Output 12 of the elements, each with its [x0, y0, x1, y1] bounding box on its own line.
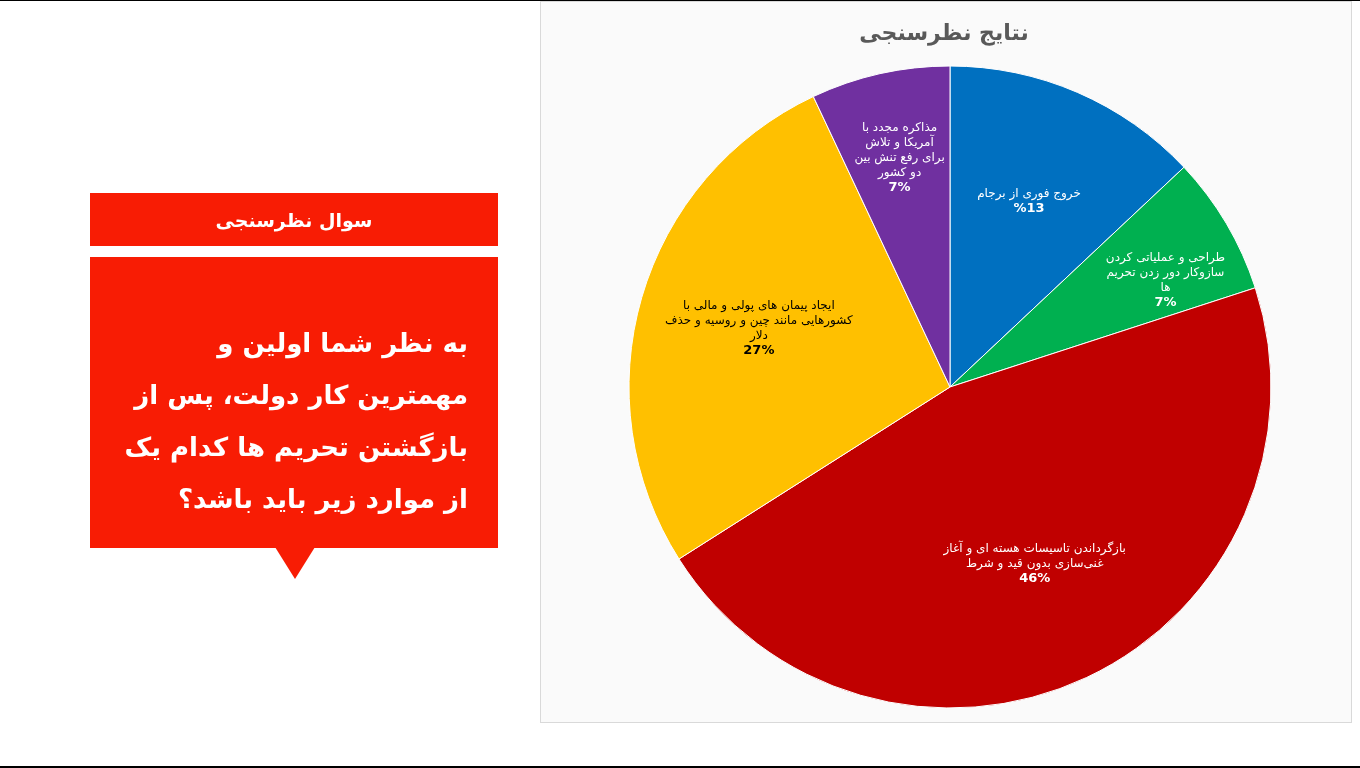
text: سوال نظرسنجی [90, 193, 498, 246]
data-label: 7% [1154, 294, 1177, 310]
slice-label: بازگرداندن تاسیسات هسته ای و آغاز غنی‌سازی بدون قید و شرط [942, 540, 1126, 572]
text: به نظر شما اولین و مهمترین کار دولت، پس از بازگشتن تحریم ها کدام یک از موارد زیر باید باشد؟ [90, 257, 498, 548]
slice-label: خروج فوری از برجام [977, 185, 1081, 201]
slice-label: طراحی و عملیاتی کردن سازوکار دور زدن تحریم ها [1105, 250, 1226, 295]
chart-title: نتایج نظرسنجی [859, 20, 1029, 46]
data-label: 7% [888, 179, 911, 195]
data-label: 27% [743, 341, 775, 357]
slice-label: مذاکره مجدد با آمریکا و تلاش برای رفع تنش بین دو کشور [854, 120, 945, 181]
data-label: 46% [1019, 570, 1051, 586]
slice-label: ایجاد پیمان های پولی و مالی با کشورهایی مانند چین و روسیه و حذف دلار [665, 297, 853, 343]
